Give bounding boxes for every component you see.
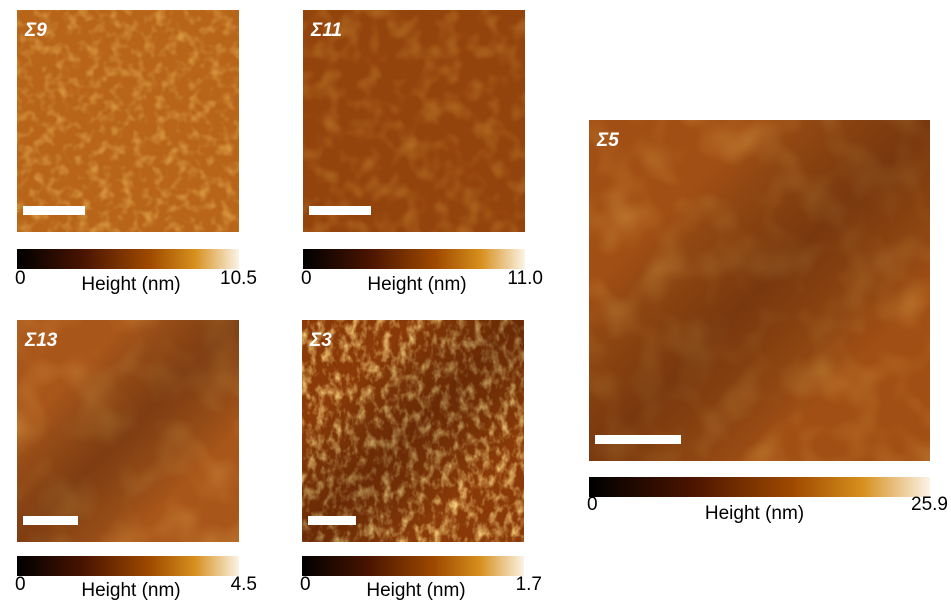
- afm-texture: [303, 10, 525, 232]
- scale-bar: [308, 516, 356, 525]
- colorbar-min: 0: [15, 268, 26, 289]
- colorbar-min: 0: [587, 494, 598, 515]
- scale-bar: [595, 435, 681, 444]
- scale-bar: [309, 206, 371, 215]
- panel-label: Σ11: [310, 20, 342, 41]
- colorbar-max: 11.0: [507, 268, 543, 289]
- colorbar-min: 0: [300, 574, 311, 595]
- colorbar-max: 10.5: [220, 268, 257, 289]
- scale-bar: [23, 206, 85, 215]
- colorbar-title: Height (nm): [705, 503, 804, 524]
- afm-panel: Σ11 0 Height (nm) 11.0: [301, 10, 543, 295]
- afm-panel: Σ13 0 Height (nm) 4.5: [15, 320, 257, 601]
- afm-texture: [17, 10, 239, 232]
- colorbar: [17, 249, 239, 269]
- afm-boundary: [589, 120, 930, 461]
- afm-boundary: [17, 320, 239, 542]
- afm-panel: Σ3 0 Height (nm) 1.7: [300, 320, 542, 601]
- panel-label: Σ5: [596, 130, 619, 151]
- colorbar: [303, 249, 525, 269]
- colorbar: [17, 556, 239, 576]
- afm-panel: Σ5 0 Height (nm) 25.9: [587, 120, 948, 524]
- colorbar: [589, 477, 930, 497]
- colorbar-title: Height (nm): [367, 274, 466, 295]
- panel-label: Σ9: [24, 20, 47, 41]
- afm-boundary: [302, 320, 524, 542]
- afm-panel: Σ9 0 Height (nm) 10.5: [15, 10, 257, 295]
- colorbar-title: Height (nm): [81, 274, 180, 295]
- colorbar-title: Height (nm): [366, 580, 465, 601]
- colorbar-min: 0: [301, 268, 312, 289]
- colorbar-title: Height (nm): [81, 580, 180, 601]
- panel-label: Σ3: [309, 330, 332, 351]
- colorbar-max: 4.5: [231, 574, 257, 595]
- colorbar: [302, 556, 524, 576]
- colorbar-max: 25.9: [911, 494, 948, 515]
- panel-label: Σ13: [24, 330, 58, 351]
- scale-bar: [23, 516, 78, 525]
- figure: Σ9 0 Height (nm) 10.5 Σ11 0 Height (nm) 11.0 Σ13…: [0, 0, 951, 609]
- colorbar-max: 1.7: [516, 574, 542, 595]
- colorbar-min: 0: [15, 574, 26, 595]
